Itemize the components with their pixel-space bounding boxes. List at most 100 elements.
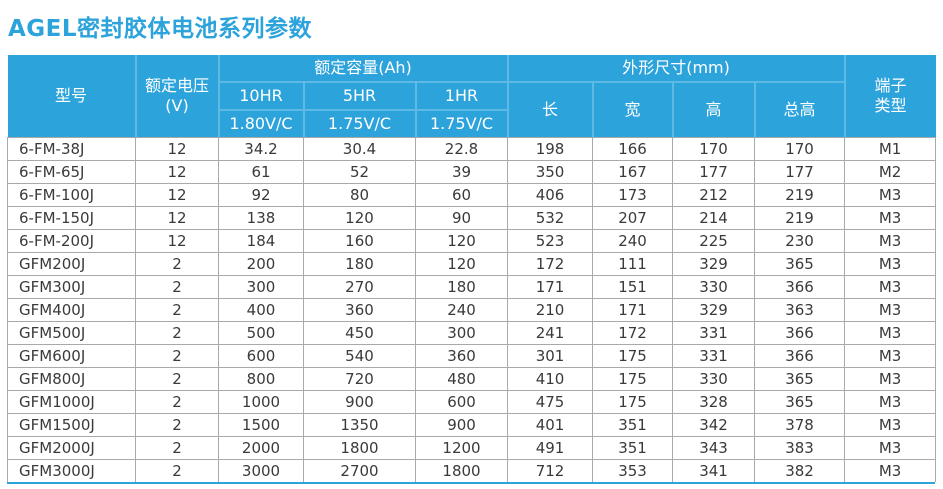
cell-capacity-5hr: 270: [303, 275, 416, 299]
cell-height: 329: [672, 252, 756, 276]
cell-capacity-1hr: 39: [414, 160, 509, 184]
cell-length: 172: [507, 252, 594, 276]
cell-length: 301: [507, 344, 594, 368]
table-row: GFM200J 2 200 180 120 172 111 329 365 M3: [7, 252, 937, 276]
col-header-terminal: 端子 类型: [843, 55, 936, 138]
cell-capacity-1hr: 300: [414, 321, 509, 345]
cell-height: 225: [672, 229, 756, 253]
cell-width: 207: [592, 206, 674, 230]
table-row: 6-FM-150J 12 138 120 90 532 207 214 219 M3: [7, 206, 937, 230]
cell-capacity-5hr: 180: [303, 252, 416, 276]
cell-capacity-1hr: 1800: [414, 459, 509, 482]
cell-total-height: 366: [754, 275, 846, 299]
cell-height: 341: [672, 459, 756, 482]
cell-length: 532: [507, 206, 594, 230]
cell-model: 6-FM-65J: [7, 160, 136, 184]
cell-voltage: 2: [135, 321, 219, 345]
table-row: GFM300J 2 300 270 180 171 151 330 366 M3: [7, 275, 937, 299]
cell-capacity-10hr: 800: [218, 367, 304, 391]
cell-total-height: 170: [754, 137, 846, 161]
cell-total-height: 366: [754, 321, 846, 345]
cell-capacity-5hr: 52: [303, 160, 416, 184]
cell-total-height: 219: [754, 206, 846, 230]
cell-capacity-10hr: 200: [218, 252, 304, 276]
col-header-total-height: 总高: [753, 81, 846, 138]
cell-height: 214: [672, 206, 756, 230]
cell-terminal-type: M3: [844, 183, 937, 207]
cell-total-height: 363: [754, 298, 846, 322]
cell-width: 173: [592, 183, 674, 207]
cell-voltage: 2: [135, 344, 219, 368]
cell-width: 172: [592, 321, 674, 345]
cell-length: 712: [507, 459, 594, 482]
cell-capacity-5hr: 30.4: [303, 137, 416, 161]
cell-terminal-type: M3: [844, 436, 937, 460]
cell-model: GFM600J: [7, 344, 136, 368]
cell-model: GFM800J: [7, 367, 136, 391]
cell-model: GFM3000J: [7, 459, 136, 482]
col-header-model: 型号: [7, 55, 137, 138]
table-header: 型号 额定电压 (V) 额定容量(Ah) 外形尺寸(mm) 端子 类型 10HR…: [7, 55, 936, 138]
cell-voltage: 2: [135, 252, 219, 276]
table-row: GFM2000J 2 2000 1800 1200 491 351 343 383 M3: [7, 436, 937, 460]
table-row: 6-FM-65J 12 61 52 39 350 167 177 177 M2: [7, 160, 937, 184]
cell-total-height: 383: [754, 436, 846, 460]
cell-capacity-10hr: 1500: [218, 413, 304, 437]
cell-height: 212: [672, 183, 756, 207]
cell-total-height: 219: [754, 183, 846, 207]
cell-model: GFM200J: [7, 252, 136, 276]
cell-terminal-type: M3: [844, 298, 937, 322]
cell-voltage: 2: [135, 298, 219, 322]
table-row: GFM500J 2 500 450 300 241 172 331 366 M3: [7, 321, 937, 345]
col-header-10hr: 10HR: [217, 81, 305, 111]
col-header-voltage: 额定电压 (V): [134, 55, 220, 138]
cell-capacity-1hr: 900: [414, 413, 509, 437]
col-header-height: 高: [671, 81, 756, 138]
cell-capacity-10hr: 1000: [218, 390, 304, 414]
table-row: GFM400J 2 400 360 240 210 171 329 363 M3: [7, 298, 937, 322]
cell-height: 177: [672, 160, 756, 184]
cell-total-height: 382: [754, 459, 846, 482]
cell-width: 167: [592, 160, 674, 184]
cell-height: 330: [672, 367, 756, 391]
cell-width: 351: [592, 413, 674, 437]
cell-capacity-10hr: 138: [218, 206, 304, 230]
cell-capacity-1hr: 360: [414, 344, 509, 368]
cell-capacity-10hr: 92: [218, 183, 304, 207]
cell-total-height: 177: [754, 160, 846, 184]
cell-capacity-1hr: 120: [414, 229, 509, 253]
cell-capacity-5hr: 120: [303, 206, 416, 230]
cell-height: 342: [672, 413, 756, 437]
cell-capacity-5hr: 540: [303, 344, 416, 368]
col-header-length: 长: [506, 81, 594, 138]
cell-capacity-5hr: 1800: [303, 436, 416, 460]
cell-capacity-5hr: 450: [303, 321, 416, 345]
cell-length: 491: [507, 436, 594, 460]
cell-capacity-10hr: 61: [218, 160, 304, 184]
cell-capacity-5hr: 900: [303, 390, 416, 414]
col-header-terminal-line1: 端子: [874, 76, 907, 95]
cell-height: 331: [672, 321, 756, 345]
cell-terminal-type: M3: [844, 459, 937, 482]
col-header-5hr-cutoff: 1.75V/C: [302, 109, 417, 138]
cell-terminal-type: M1: [844, 137, 937, 161]
cell-voltage: 2: [135, 459, 219, 482]
battery-spec-table: 型号 额定电压 (V) 额定容量(Ah) 外形尺寸(mm) 端子 类型 10HR…: [7, 55, 937, 482]
col-header-voltage-line1: 额定电压: [144, 76, 209, 95]
col-group-dimensions: 外形尺寸(mm): [506, 55, 846, 83]
cell-model: GFM400J: [7, 298, 136, 322]
cell-terminal-type: M3: [844, 321, 937, 345]
col-group-capacity: 额定容量(Ah): [217, 55, 509, 83]
cell-capacity-1hr: 60: [414, 183, 509, 207]
cell-height: 331: [672, 344, 756, 368]
cell-total-height: 230: [754, 229, 846, 253]
cell-terminal-type: M3: [844, 390, 937, 414]
cell-total-height: 366: [754, 344, 846, 368]
table-row: 6-FM-100J 12 92 80 60 406 173 212 219 M3: [7, 183, 937, 207]
cell-model: GFM1500J: [7, 413, 136, 437]
cell-capacity-5hr: 2700: [303, 459, 416, 482]
cell-voltage: 2: [135, 390, 219, 414]
cell-voltage: 12: [135, 229, 219, 253]
cell-width: 175: [592, 367, 674, 391]
cell-width: 240: [592, 229, 674, 253]
